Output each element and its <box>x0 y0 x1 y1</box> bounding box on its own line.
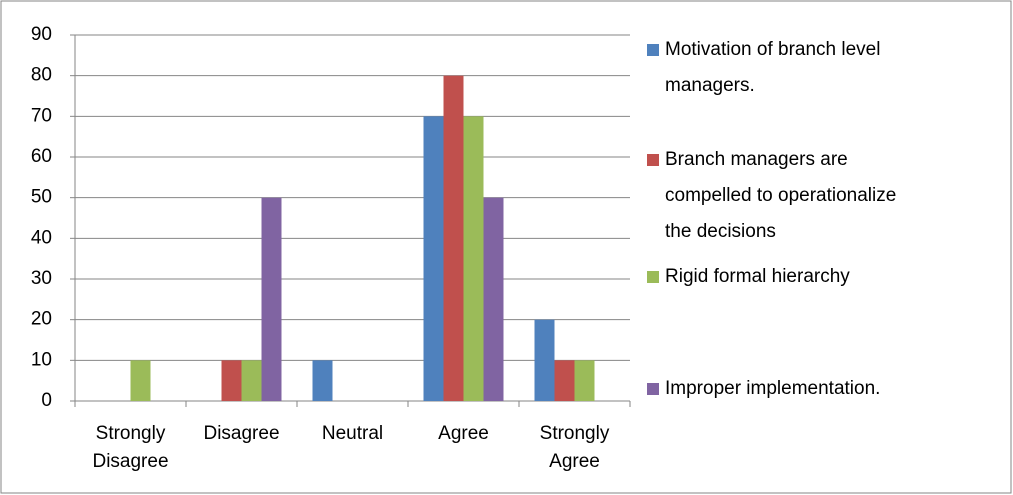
bar <box>463 116 484 401</box>
y-tick-label: 40 <box>31 227 52 248</box>
bar <box>241 360 262 401</box>
bar <box>554 360 575 401</box>
legend-swatch <box>647 154 659 166</box>
legend-label: Motivation of branch level managers. <box>665 39 881 96</box>
y-tick-label: 70 <box>31 105 52 126</box>
x-tick-label: Strongly Agree <box>539 423 610 472</box>
y-tick-label: 30 <box>31 268 52 289</box>
bar <box>534 319 555 401</box>
legend-label: Rigid formal hierarchy <box>665 266 850 287</box>
legend-swatch <box>647 383 659 395</box>
y-tick-label: 10 <box>31 349 52 370</box>
bar <box>423 116 444 401</box>
x-tick-label: Neutral <box>321 423 384 444</box>
bar <box>574 360 595 401</box>
y-tick-label: 20 <box>31 309 52 330</box>
bar <box>130 360 151 401</box>
legend-label: Branch managers are compelled to operati… <box>665 149 897 242</box>
bar <box>483 197 504 401</box>
x-tick-label: Disagree <box>203 423 280 444</box>
legend-swatch <box>647 271 659 283</box>
legend-swatch <box>647 44 659 56</box>
bar <box>221 360 242 401</box>
x-tick-label: Strongly Disagree <box>92 423 169 472</box>
bar <box>261 197 282 401</box>
y-tick-label: 80 <box>31 65 52 86</box>
y-tick-label: 60 <box>31 146 52 167</box>
legend-label: Improper implementation. <box>665 378 881 399</box>
y-tick-label: 50 <box>31 187 52 208</box>
y-tick-label: 90 <box>31 24 52 45</box>
x-tick-label: Agree <box>438 423 489 444</box>
y-tick-label: 0 <box>41 390 52 411</box>
bar <box>312 360 333 401</box>
bar <box>443 75 464 402</box>
